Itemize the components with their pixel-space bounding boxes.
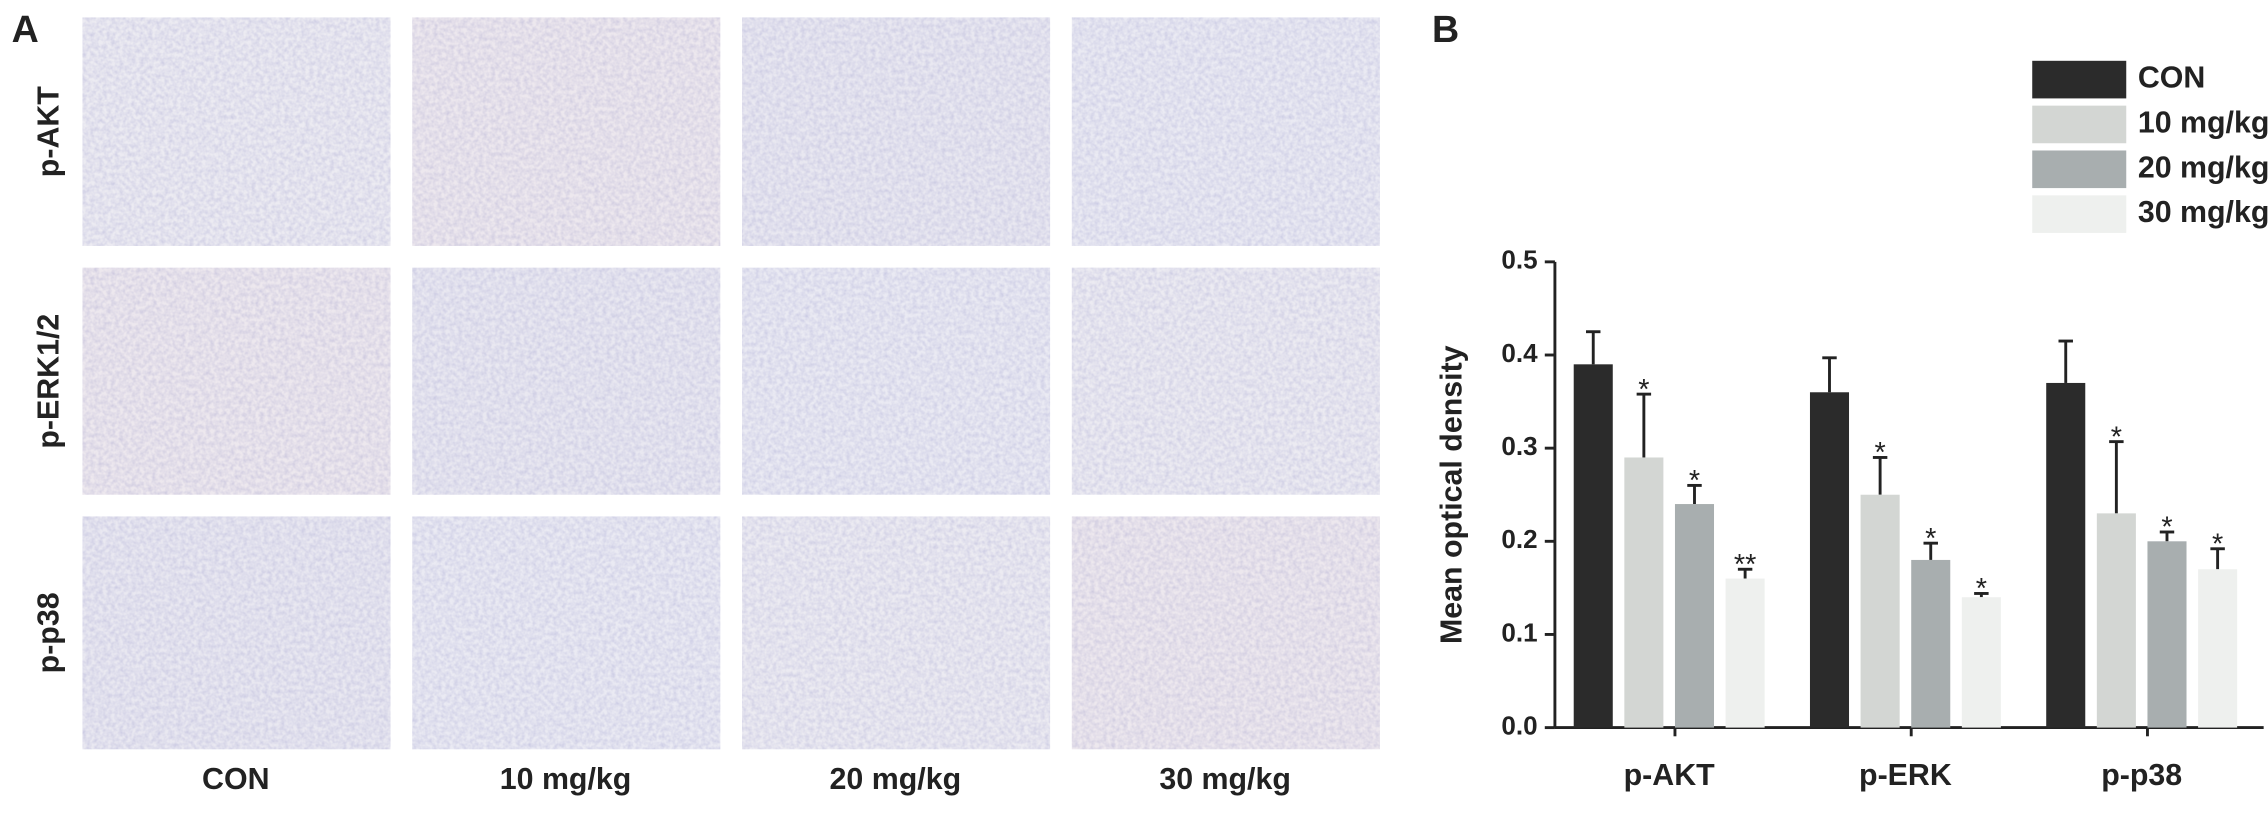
x-tick-label: p-p38 — [2101, 759, 2182, 792]
y-tick-label: 0.0 — [1501, 710, 1537, 740]
y-tick-label: 0.3 — [1501, 431, 1537, 461]
legend-label: 20 mg/kg — [2138, 151, 2268, 184]
column-label: CON — [202, 763, 269, 796]
bar — [1624, 457, 1664, 728]
row-label: p-AKT — [33, 86, 66, 178]
bar — [1911, 559, 1951, 728]
y-tick-label: 0.4 — [1501, 338, 1538, 368]
micrograph — [412, 267, 721, 495]
panel-label: B — [1432, 8, 1459, 50]
significance: * — [2111, 421, 2122, 453]
bar — [1725, 578, 1765, 728]
bar — [1860, 494, 1900, 728]
bar — [1961, 597, 2001, 728]
bar — [2147, 541, 2187, 728]
bar — [1573, 364, 1613, 728]
bar — [2046, 382, 2086, 728]
significance: * — [1874, 437, 1885, 469]
significance: * — [2212, 529, 2223, 561]
column-label: 10 mg/kg — [500, 763, 632, 796]
significance: * — [1638, 374, 1649, 406]
x-tick-label: p-AKT — [1624, 759, 1716, 792]
micrograph — [1071, 516, 1380, 750]
y-axis-title: Mean optical density — [1436, 345, 1469, 644]
significance: * — [1976, 573, 1987, 605]
legend-swatch — [2032, 195, 2127, 233]
legend-swatch — [2032, 60, 2127, 99]
y-tick-label: 0.5 — [1501, 245, 1537, 275]
micrograph — [1071, 267, 1380, 495]
micrograph — [82, 17, 391, 246]
column-label: 20 mg/kg — [830, 763, 962, 796]
bar — [1674, 504, 1715, 728]
micrograph — [742, 267, 1051, 495]
legend-label: 30 mg/kg — [2138, 196, 2268, 229]
micrograph — [412, 17, 721, 246]
legend-swatch — [2032, 105, 2127, 144]
y-tick-label: 0.2 — [1501, 524, 1537, 554]
bar — [2096, 513, 2136, 728]
panel-label: A — [12, 8, 39, 50]
significance: * — [1689, 465, 1700, 497]
significance: ** — [1734, 549, 1757, 581]
row-label: p-p38 — [33, 592, 66, 673]
micrograph — [1071, 17, 1380, 246]
bar — [1809, 392, 1850, 728]
micrograph — [82, 267, 391, 495]
bar — [2198, 569, 2238, 728]
column-label: 30 mg/kg — [1159, 763, 1291, 796]
micrograph — [742, 17, 1051, 246]
micrograph — [412, 516, 721, 750]
x-tick-label: p-ERK — [1859, 759, 1952, 792]
micrograph — [742, 516, 1051, 750]
legend-label: 10 mg/kg — [2138, 106, 2268, 139]
significance: * — [2161, 512, 2172, 544]
legend-swatch — [2032, 150, 2127, 189]
legend-label: CON — [2138, 62, 2205, 95]
row-label: p-ERK1/2 — [33, 314, 66, 449]
y-tick-label: 0.1 — [1501, 617, 1537, 647]
micrograph — [82, 516, 391, 750]
significance: * — [1925, 523, 1936, 555]
